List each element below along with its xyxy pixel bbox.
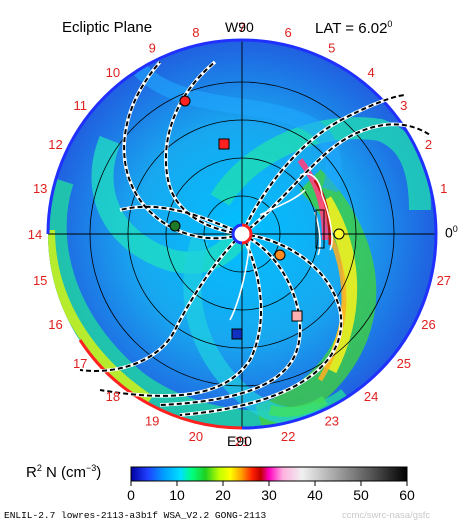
model-footer: ENLIL-2.7 lowres-2113-a3b1f WSA_V2.2 GON…: [4, 510, 267, 521]
field-line-9: [119, 205, 243, 235]
colorbar-tick-label-10: 10: [169, 487, 185, 503]
rim-label-19: 19: [145, 414, 159, 429]
latitude-label: LAT = 6.020: [315, 19, 393, 37]
rim-label-4: 4: [367, 65, 374, 80]
field-lines: [79, 60, 431, 417]
marker-red-circle: [179, 95, 191, 107]
colorbar-tick-label-20: 20: [215, 487, 231, 503]
field-line-2: [123, 61, 243, 240]
colorbar-tick-label-60: 60: [399, 487, 415, 503]
rim-label-11: 11: [73, 98, 87, 113]
marker-green-circle: [169, 220, 181, 232]
field-line-3: [241, 123, 431, 235]
field-line-6: [99, 233, 262, 397]
rim-label-1: 1: [440, 181, 447, 196]
field-line-8: [79, 233, 243, 372]
rim-arc-red: [78, 339, 243, 430]
west-marker: W90: [225, 19, 254, 35]
east-marker: E90: [227, 433, 252, 449]
rim-label-24: 24: [364, 389, 378, 404]
rim-label-15: 15: [33, 273, 47, 288]
rim-label-25: 25: [397, 356, 411, 371]
rim-label-13: 13: [33, 181, 47, 196]
latitude-degree: 0: [387, 19, 393, 29]
zero-marker: 00: [445, 224, 458, 241]
rim-label-27: 27: [437, 273, 451, 288]
colorbar-ticks: [130, 481, 408, 486]
rim-label-18: 18: [106, 389, 120, 404]
rim-label-12: 12: [48, 137, 62, 152]
colorbar-tick-label-30: 30: [261, 487, 277, 503]
rim-label-22: 22: [281, 429, 295, 444]
colorbar: [130, 466, 408, 482]
rim-label-21: 21: [235, 434, 249, 449]
rim-label-5: 5: [328, 41, 335, 56]
watermark: ccmc/swrc-nasa/gsfc: [342, 510, 431, 521]
rim-label-16: 16: [48, 317, 62, 332]
rim-label-17: 17: [73, 356, 87, 371]
cme-core-box: [315, 209, 325, 249]
spacecraft-markers: [169, 95, 345, 340]
field-line-7: [179, 233, 343, 416]
rim-label-20: 20: [189, 429, 203, 444]
rim-label-26: 26: [421, 317, 435, 332]
rim-label-14: 14: [28, 227, 42, 242]
marker-red-square: [218, 138, 230, 150]
rim-label-3: 3: [400, 98, 407, 113]
marker-orange-circle: [274, 249, 286, 261]
rim-label-8: 8: [192, 25, 199, 40]
colorbar-label: R2 N (cm−3): [26, 463, 102, 481]
marker-pink-square: [291, 310, 303, 322]
rim-arc-blue: [46, 38, 438, 235]
rim-label-2: 2: [425, 137, 432, 152]
marker-blue-square: [231, 328, 243, 340]
colorbar-tick-label-0: 0: [127, 487, 135, 503]
rim-label-9: 9: [149, 41, 156, 56]
rim-label-7: 7: [238, 20, 245, 35]
field-line-1: [164, 61, 243, 235]
colorbar-tick-label-40: 40: [307, 487, 323, 503]
field-line-4: [241, 94, 406, 235]
rim-label-23: 23: [325, 414, 339, 429]
rim-label-10: 10: [106, 65, 120, 80]
rim-arc-blue-lower: [241, 233, 438, 430]
marker-yellow-circle: [333, 228, 345, 240]
chart-title: Ecliptic Plane: [62, 19, 153, 36]
field-line-5: [159, 233, 302, 406]
rim-label-6: 6: [284, 25, 291, 40]
zero-marker-degree: 0: [452, 224, 458, 234]
colorbar-tick-label-50: 50: [353, 487, 369, 503]
